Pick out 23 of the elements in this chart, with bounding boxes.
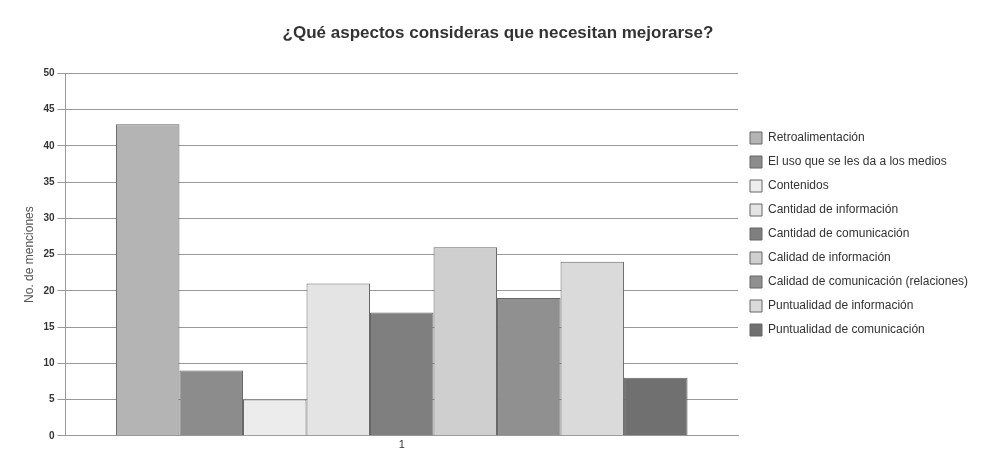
y-axis-title: No. de menciones bbox=[21, 206, 36, 303]
legend-label: Puntualidad de comunicación bbox=[768, 322, 925, 337]
legend-label: Calidad de comunicación (relaciones) bbox=[768, 274, 969, 289]
y-tick-label: 5 bbox=[48, 393, 55, 405]
legend-label: Retroalimentación bbox=[768, 130, 865, 145]
y-tick-label: 20 bbox=[43, 284, 55, 296]
legend-label: Cantidad de información bbox=[768, 202, 899, 217]
y-tick-label: 45 bbox=[43, 103, 55, 115]
y-tick-label: 15 bbox=[43, 320, 55, 332]
y-tick-label: 50 bbox=[43, 67, 55, 79]
y-tick-label: 25 bbox=[43, 248, 55, 260]
legend-label: El uso que se les da a los medios bbox=[768, 154, 947, 169]
legend-label: Calidad de información bbox=[768, 250, 891, 265]
x-tick-label: 1 bbox=[398, 438, 405, 451]
legend-label: Puntualidad de información bbox=[768, 298, 914, 313]
y-tick-label: 10 bbox=[43, 357, 55, 369]
y-tick-label: 30 bbox=[43, 212, 55, 224]
y-tick-label: 40 bbox=[43, 139, 55, 151]
legend-label: Cantidad de comunicación bbox=[768, 226, 910, 241]
chart-title: ¿Qué aspectos consideras que necesitan mejorarse? bbox=[282, 22, 714, 42]
legend-label: Contenidos bbox=[768, 178, 829, 193]
y-tick-label: 0 bbox=[48, 429, 55, 441]
y-tick-label: 35 bbox=[43, 175, 55, 187]
